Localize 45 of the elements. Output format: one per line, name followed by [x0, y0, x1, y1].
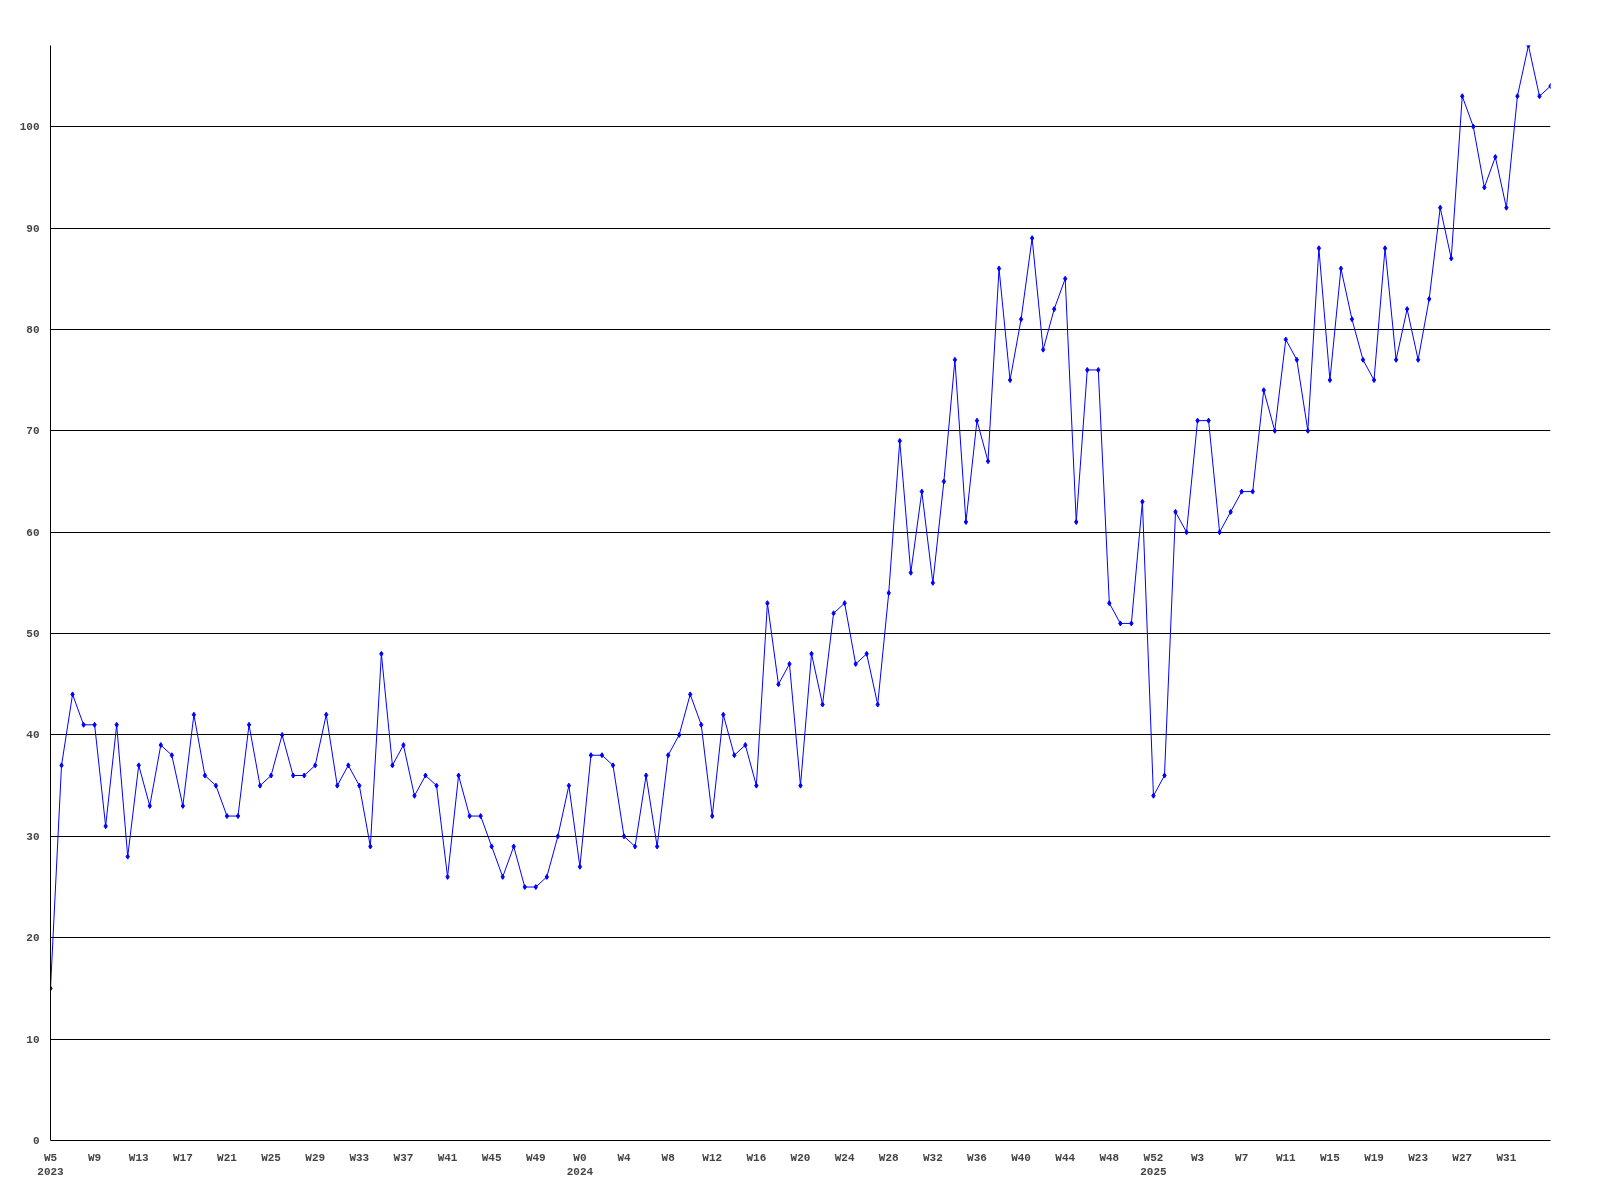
- x-tick-label: W52 2025: [1140, 1151, 1168, 1178]
- x-tick-label: W11: [1275, 1151, 1297, 1164]
- x-tick-label: W25: [261, 1151, 282, 1164]
- x-tick-label: W49: [525, 1151, 546, 1164]
- x-tick-label: W19: [1364, 1151, 1384, 1164]
- y-tick-label: 10: [26, 1033, 40, 1046]
- x-tick-label: W16: [746, 1151, 767, 1164]
- x-tick-label: W4: [617, 1151, 632, 1164]
- y-tick-label: 90: [26, 222, 40, 235]
- x-tick-label: W48: [1099, 1151, 1120, 1164]
- x-tick-label: W8: [661, 1151, 676, 1164]
- x-tick-label: W20: [790, 1151, 811, 1164]
- x-tick-label: W3: [1190, 1151, 1205, 1164]
- x-tick-label: W23: [1408, 1151, 1429, 1164]
- x-tick-label: W31: [1496, 1151, 1517, 1164]
- x-tick-label: W37: [393, 1151, 414, 1164]
- y-tick-label: 70: [26, 425, 40, 438]
- x-tick-label: W0 2024: [566, 1151, 594, 1178]
- y-tick-label: 100: [19, 121, 40, 134]
- x-tick-label: W9: [88, 1151, 102, 1164]
- x-tick-label: W21: [217, 1151, 238, 1164]
- x-tick-label: W29: [305, 1151, 326, 1164]
- x-tick-label: W12: [702, 1151, 723, 1164]
- y-tick-label: 80: [26, 323, 40, 336]
- x-tick-label: W27: [1452, 1151, 1473, 1164]
- y-tick-label: 60: [26, 526, 40, 539]
- x-tick-label: W24: [834, 1151, 855, 1164]
- x-tick-label: W5 2023: [37, 1151, 65, 1178]
- x-tick-label: W45: [481, 1151, 502, 1164]
- x-tick-label: W44: [1055, 1151, 1076, 1164]
- x-tick-label: W13: [128, 1151, 150, 1164]
- x-tick-label: W32: [922, 1151, 943, 1164]
- y-tick-label: 50: [26, 628, 40, 641]
- y-tick-label: 40: [26, 729, 40, 742]
- y-tick-label: 30: [26, 830, 40, 843]
- x-tick-label: W40: [1011, 1151, 1031, 1164]
- x-tick-label: W36: [967, 1151, 987, 1164]
- x-tick-label: W33: [349, 1151, 370, 1164]
- x-tick-label: W7: [1235, 1151, 1249, 1164]
- x-tick-label: W41: [437, 1151, 458, 1164]
- y-tick-label: 20: [26, 932, 40, 945]
- x-tick-label: W17: [172, 1151, 193, 1164]
- y-tick-label: 0: [32, 1135, 40, 1147]
- x-tick-label: W28: [878, 1151, 900, 1164]
- x-tick-label: W15: [1320, 1151, 1341, 1164]
